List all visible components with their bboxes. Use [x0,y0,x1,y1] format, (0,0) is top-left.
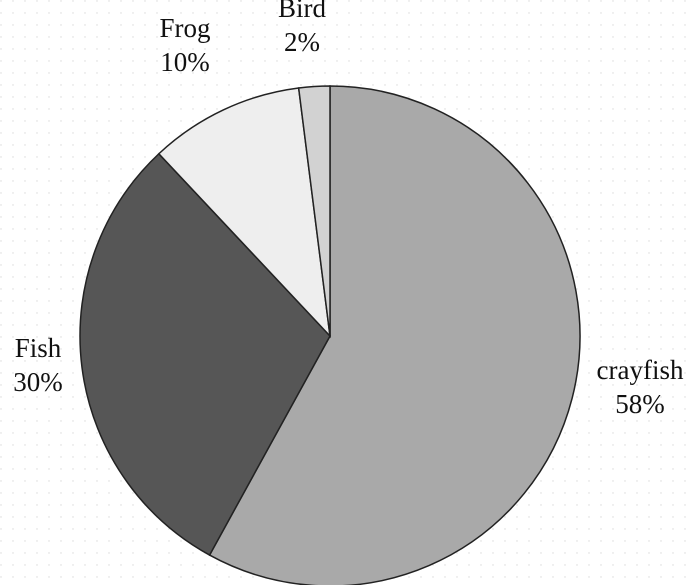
slice-value-label: 30% [13,367,63,397]
pie-slice [208,85,581,585]
slice-label: Frog [159,13,210,43]
slice-value-label: 58% [615,389,665,419]
slice-value-label: 10% [160,47,210,77]
pie-slice [297,85,331,337]
slice-value-label: 2% [284,27,320,57]
pie-slice [157,87,332,339]
slice-label: crayfish [597,355,684,385]
slice-label: Fish [15,333,62,363]
slice-label: Bird [278,0,327,23]
pie-slice [79,152,331,557]
